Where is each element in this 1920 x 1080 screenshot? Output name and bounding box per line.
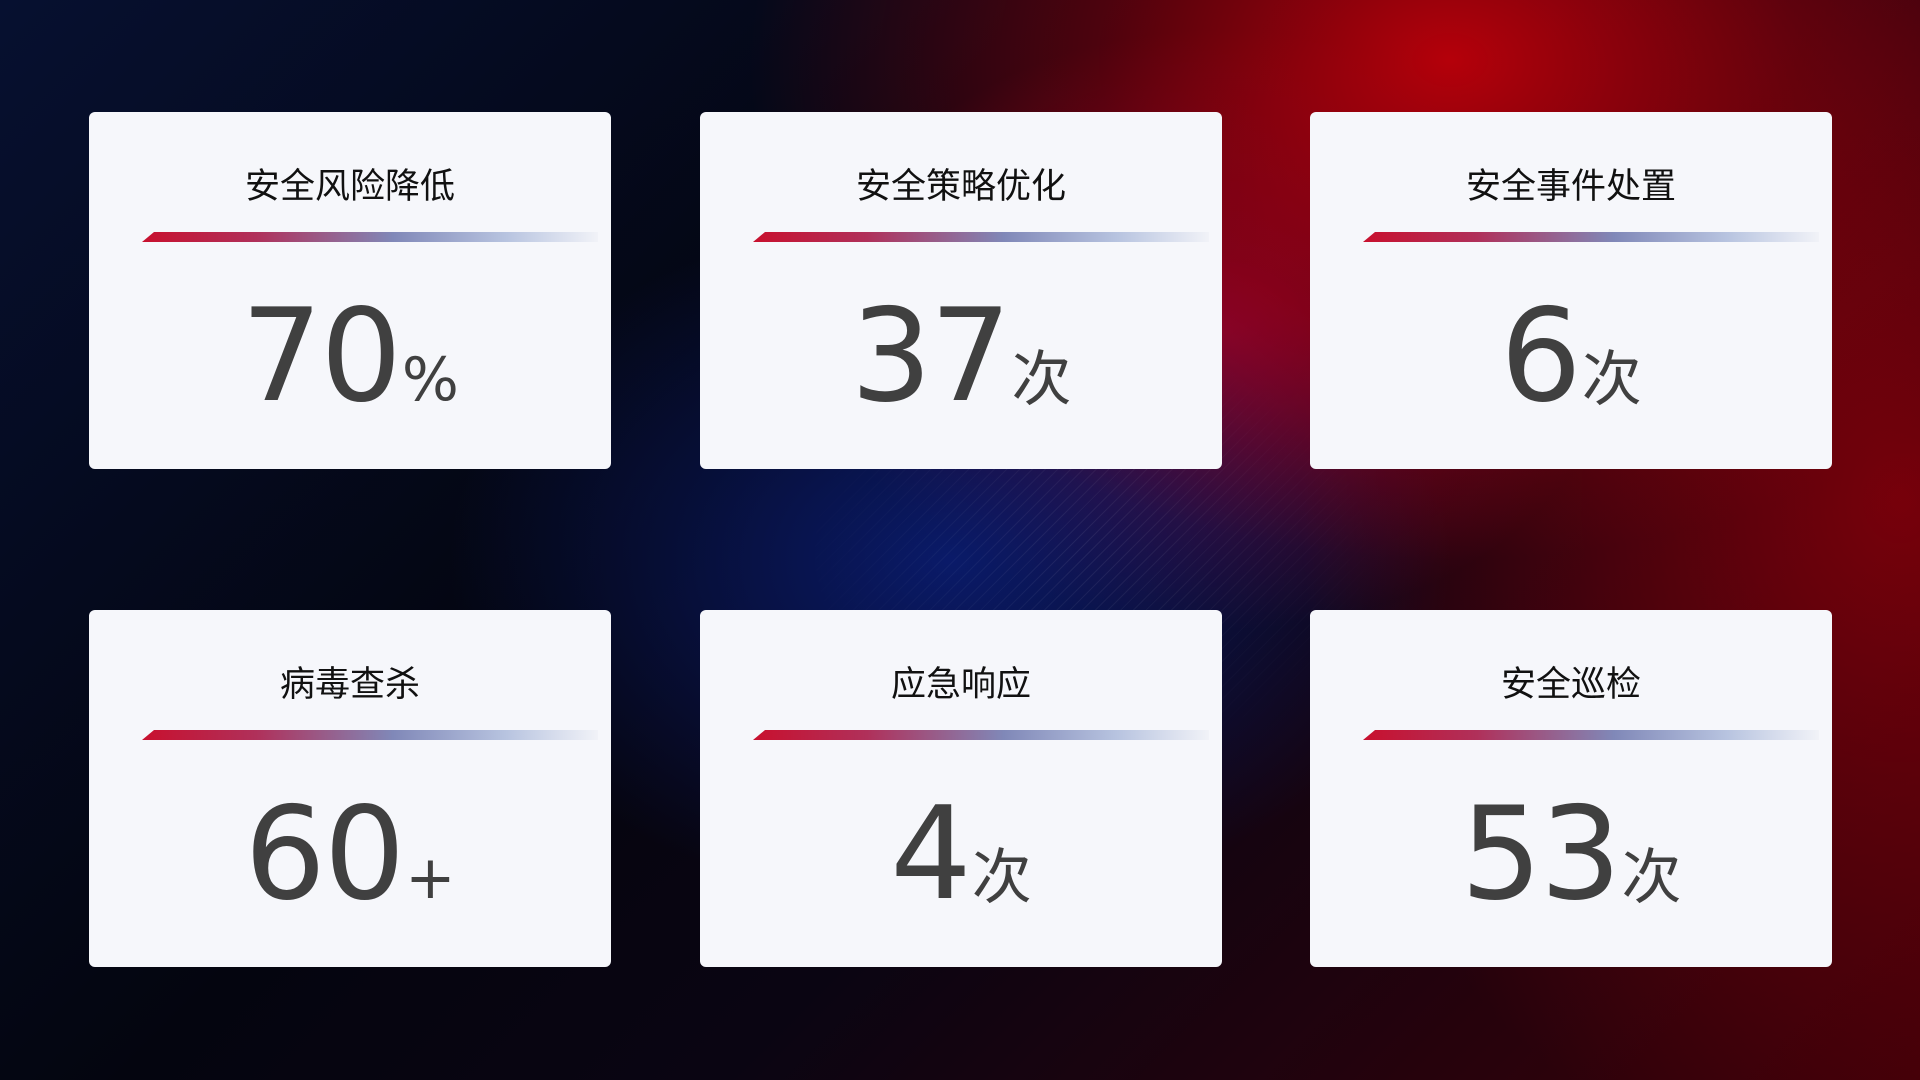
gradient-divider	[1363, 232, 1819, 242]
value-number: 37	[850, 282, 1012, 431]
card-value: 4次	[700, 780, 1222, 929]
card-title: 安全策略优化	[855, 167, 1066, 207]
stat-card-security-patrol: 安全巡检 53次	[1310, 610, 1832, 967]
card-title: 安全风险降低	[244, 167, 455, 207]
value-number: 4	[890, 780, 971, 929]
card-value: 6次	[1310, 282, 1832, 431]
stat-card-incident-handling: 安全事件处置 6次	[1310, 112, 1832, 469]
value-number: 6	[1500, 282, 1581, 431]
stat-card-virus-removal: 病毒查杀 60+	[89, 610, 611, 967]
stat-card-risk-reduction: 安全风险降低 70%	[89, 112, 611, 469]
value-unit: 次	[1581, 345, 1642, 415]
value-unit: 次	[1621, 843, 1682, 913]
card-title: 病毒查杀	[279, 665, 420, 705]
card-title: 安全巡检	[1500, 665, 1641, 705]
card-title: 安全事件处置	[1465, 167, 1676, 207]
gradient-divider	[753, 730, 1209, 740]
value-unit: 次	[1011, 345, 1072, 415]
stat-card-emergency-response: 应急响应 4次	[700, 610, 1222, 967]
card-title: 应急响应	[890, 665, 1031, 705]
card-value: 70%	[89, 282, 611, 431]
value-number: 60	[244, 780, 405, 929]
gradient-divider	[1363, 730, 1819, 740]
card-value: 53次	[1310, 780, 1832, 929]
stat-card-policy-optimization: 安全策略优化 37次	[700, 112, 1222, 469]
card-value: 37次	[700, 282, 1222, 431]
value-number: 70	[241, 282, 402, 431]
card-value: 60+	[89, 780, 611, 929]
value-unit: %	[401, 345, 459, 415]
gradient-divider	[753, 232, 1209, 242]
value-number: 53	[1460, 780, 1622, 929]
value-unit: 次	[971, 843, 1032, 913]
value-unit: +	[405, 843, 456, 913]
gradient-divider	[142, 232, 598, 242]
gradient-divider	[142, 730, 598, 740]
